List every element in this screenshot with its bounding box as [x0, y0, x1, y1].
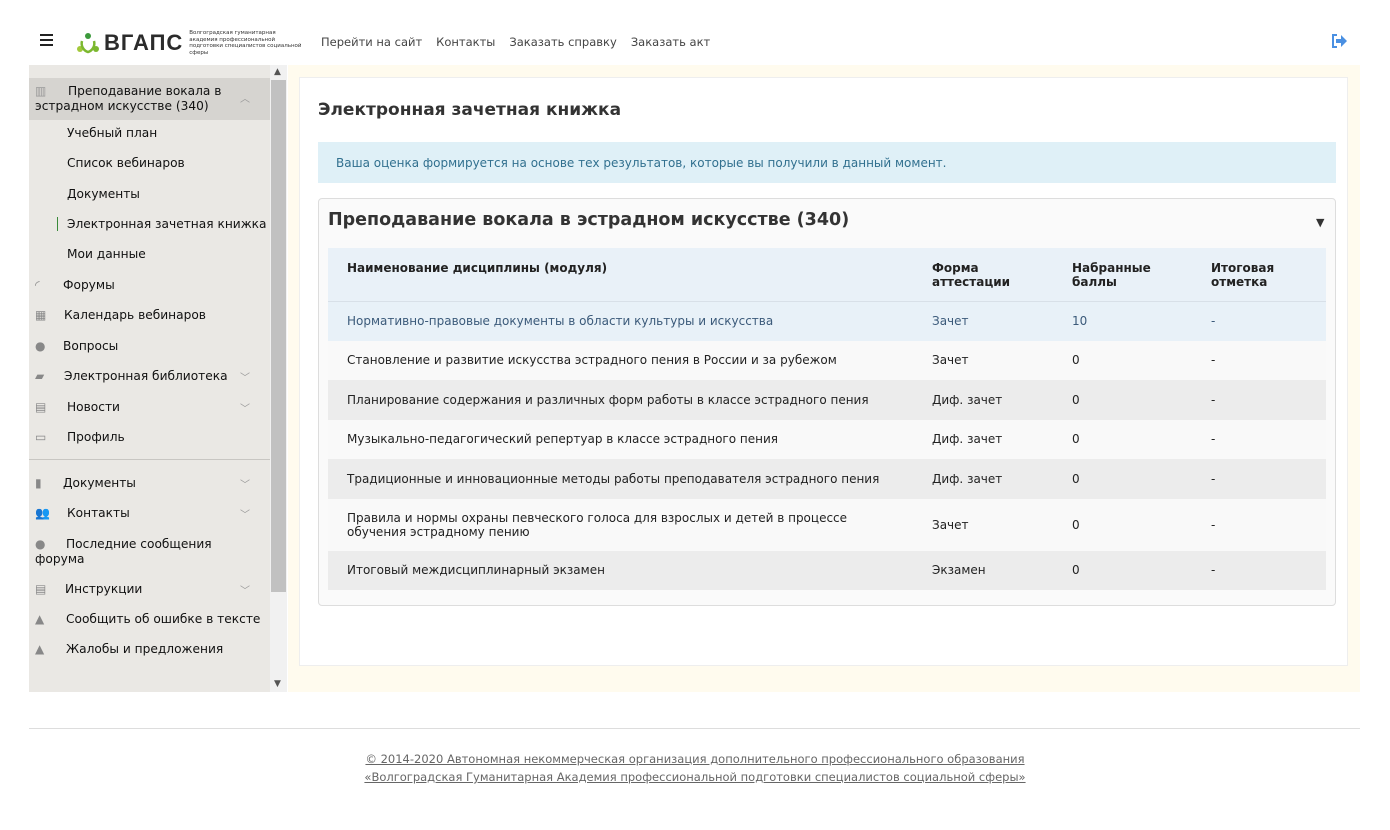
scroll-down-icon[interactable]: ▼ — [274, 679, 281, 689]
nav-order-act-link[interactable]: Заказать акт — [630, 35, 711, 49]
col-discipline: Наименование дисциплины (модуля) — [328, 248, 932, 302]
sidebar-divider — [29, 459, 270, 460]
calendar-icon: ▦ — [35, 308, 47, 322]
points-cell: 0 — [1072, 459, 1211, 499]
form-cell: Диф. зачет — [932, 459, 1072, 499]
chevron-down-icon[interactable]: ﹀ — [240, 510, 250, 521]
book-icon: ▥ — [35, 84, 47, 98]
footer-org-name[interactable]: «Волгоградская Гуманитарная Академия про… — [364, 770, 1026, 784]
nav-order-certificate-link[interactable]: Заказать справку — [509, 35, 617, 49]
table-row: Традиционные и инновационные методы рабо… — [328, 459, 1326, 499]
sidebar: ▥ Преподавание вокала в эстрадном искусс… — [29, 65, 270, 692]
logo-mark-icon — [77, 33, 99, 54]
form-cell: Диф. зачет — [932, 380, 1072, 420]
form-cell: Экзамен — [932, 550, 1072, 590]
newspaper-icon: ▤ — [35, 400, 47, 414]
points-cell: 0 — [1072, 419, 1211, 459]
footer-copyright[interactable]: © 2014-2020 Автономная некоммерческая ор… — [365, 752, 1025, 766]
mark-cell: - — [1211, 459, 1326, 499]
form-cell: Зачет — [932, 498, 1072, 551]
table-row: Правила и нормы охраны певческого голоса… — [328, 498, 1326, 551]
mark-cell: - — [1211, 498, 1326, 551]
form-cell: Зачет — [932, 340, 1072, 380]
mark-cell: - — [1211, 419, 1326, 459]
points-cell: 0 — [1072, 498, 1211, 551]
nav-site-link[interactable]: Перейти на сайт — [321, 35, 423, 49]
top-nav: Перейти на сайт Контакты Заказать справк… — [321, 35, 710, 49]
mark-cell: - — [1211, 340, 1326, 380]
caret-down-icon[interactable]: ▼ — [1316, 216, 1325, 229]
points-cell: 0 — [1072, 380, 1211, 420]
menu-toggle-icon[interactable] — [40, 34, 53, 46]
users-icon: 👥 — [35, 506, 50, 520]
col-points: Набранные баллы — [1072, 248, 1211, 302]
discipline-cell: Становление и развитие искусства эстрадн… — [328, 340, 932, 380]
active-indicator — [57, 217, 58, 231]
comments-icon: ● — [35, 537, 46, 551]
scrollbar-thumb[interactable] — [271, 80, 286, 592]
logo-text: ВГАПС — [104, 30, 184, 55]
info-alert: Ваша оценка формируется на основе тех ре… — [318, 142, 1336, 183]
discipline-cell: Итоговый междисциплинарный экзамен — [328, 550, 932, 590]
file-icon: ▮ — [35, 476, 42, 490]
form-cell: Зачет — [932, 301, 1072, 341]
grades-table: Наименование дисциплины (модуля) Форма а… — [328, 248, 1326, 590]
mark-cell: - — [1211, 380, 1326, 420]
book-icon: ▰ — [35, 369, 45, 383]
col-mark: Итоговая отметка — [1211, 248, 1326, 302]
logo-subtitle: Волгоградская гуманитарная академия проф… — [189, 30, 302, 56]
points-cell: 0 — [1072, 550, 1211, 590]
scroll-up-icon[interactable]: ▲ — [274, 67, 281, 77]
chevron-down-icon[interactable]: ﹀ — [240, 404, 250, 415]
points-cell: 0 — [1072, 340, 1211, 380]
panel-title[interactable]: Преподавание вокала в эстрадном искусств… — [328, 210, 850, 230]
mark-cell: - — [1211, 550, 1326, 590]
page-title: Электронная зачетная книжка — [318, 100, 622, 120]
table-row: Нормативно-правовые документы в области … — [328, 301, 1326, 341]
table-row: Итоговый междисциплинарный экзамен Экзаме… — [328, 550, 1326, 590]
nav-contacts-link[interactable]: Контакты — [436, 35, 496, 49]
logo[interactable]: ВГАПС Волгоградская гуманитарная академи… — [76, 30, 304, 56]
sidebar-course[interactable]: ▥ Преподавание вокала в эстрадном искусс… — [29, 78, 270, 120]
logout-icon[interactable] — [1331, 34, 1348, 48]
rss-icon: ◜ — [35, 278, 40, 292]
discipline-cell: Правила и нормы охраны певческого голоса… — [328, 498, 932, 551]
table-row: Становление и развитие искусства эстрадн… — [328, 340, 1326, 380]
list-icon: ▤ — [35, 582, 47, 596]
discipline-cell: Нормативно-правовые документы в области … — [328, 301, 932, 341]
col-form: Форма аттестации — [932, 248, 1072, 302]
table-row: Музыкально-педагогический репертуар в кл… — [328, 419, 1326, 459]
id-card-icon: ▭ — [35, 430, 47, 444]
chevron-down-icon[interactable]: ﹀ — [240, 586, 250, 597]
mark-cell: - — [1211, 301, 1326, 341]
chevron-down-icon[interactable]: ﹀ — [240, 373, 250, 384]
table-row: Планирование содержания и различных форм… — [328, 380, 1326, 420]
warning-icon: ▲ — [35, 612, 45, 626]
form-cell: Диф. зачет — [932, 419, 1072, 459]
discipline-cell: Традиционные и инновационные методы рабо… — [328, 459, 932, 499]
discipline-cell: Музыкально-педагогический репертуар в кл… — [328, 419, 932, 459]
question-icon: ● — [35, 339, 46, 353]
points-cell: 10 — [1072, 301, 1211, 341]
chevron-down-icon[interactable]: ﹀ — [240, 480, 250, 491]
discipline-cell: Планирование содержания и различных форм… — [328, 380, 932, 420]
warning-icon: ▲ — [35, 642, 45, 656]
footer-divider — [29, 728, 1360, 729]
chevron-up-icon[interactable]: ︿ — [240, 94, 250, 105]
